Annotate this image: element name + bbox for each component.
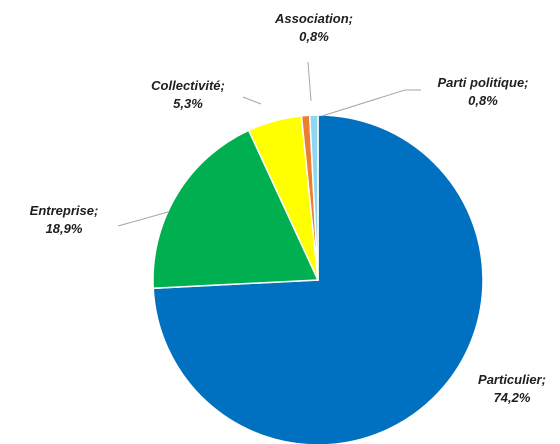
leader-line (242, 96, 262, 105)
pie-slice-parti-politique (308, 114, 319, 281)
data-label-category: Parti politique; (438, 75, 529, 90)
data-label-category: Association; (274, 11, 353, 26)
data-label-value: 74,2% (494, 390, 531, 405)
data-label: Parti politique; 0,8% (438, 75, 529, 108)
data-label: Particulier; 74,2% (478, 372, 546, 405)
pie-slices (152, 114, 484, 444)
leader-line (307, 61, 312, 102)
leader-line (321, 89, 421, 117)
data-label: Association; 0,8% (274, 11, 353, 44)
leader-lines (117, 61, 421, 227)
leader-line (117, 211, 169, 227)
data-label-category: Particulier; (478, 372, 546, 387)
data-label-value: 18,9% (46, 221, 83, 236)
data-label: Entreprise; 18,9% (30, 203, 99, 236)
data-label-category: Collectivité; (151, 78, 225, 93)
data-label-value: 0,8% (468, 93, 498, 108)
data-labels: Particulier; 74,2% Entreprise; 18,9% Collect… (30, 11, 546, 405)
data-label-value: 5,3% (173, 96, 203, 111)
data-label: Collectivité; 5,3% (151, 78, 225, 111)
data-label-category: Entreprise; (30, 203, 99, 218)
pie-slice-entreprise (152, 129, 320, 290)
data-label-value: 0,8% (299, 29, 329, 44)
